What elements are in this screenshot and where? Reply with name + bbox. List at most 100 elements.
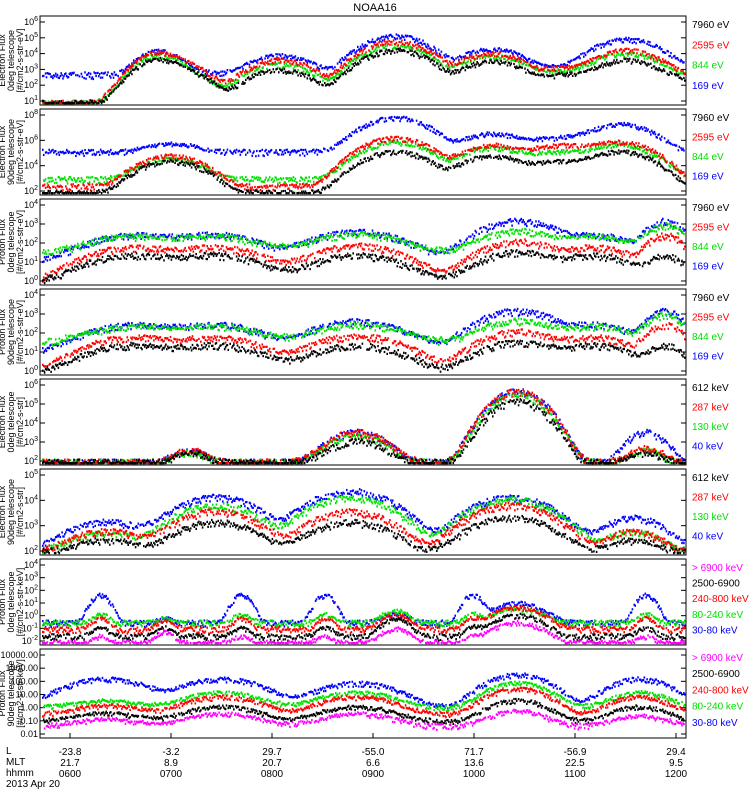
data-point	[42, 74, 45, 77]
data-point	[531, 59, 534, 62]
data-point	[478, 157, 480, 160]
data-point	[109, 88, 111, 91]
data-point	[76, 186, 78, 190]
data-point	[628, 47, 630, 51]
data-point	[57, 76, 60, 79]
data-point	[481, 62, 483, 65]
data-point	[277, 182, 279, 185]
data-point	[369, 155, 372, 158]
data-point	[244, 179, 246, 182]
data-point	[173, 154, 175, 157]
data-point	[217, 84, 219, 87]
data-point	[300, 176, 302, 179]
data-point	[307, 184, 309, 187]
data-point	[166, 156, 168, 160]
data-point	[85, 187, 87, 190]
data-point	[347, 66, 350, 69]
data-point	[448, 160, 450, 163]
data-point	[366, 126, 368, 129]
data-point	[341, 172, 343, 175]
data-point	[323, 147, 325, 150]
data-point	[315, 181, 318, 184]
data-point	[363, 53, 366, 56]
data-point	[396, 51, 399, 54]
data-point	[364, 52, 366, 56]
data-point	[65, 102, 67, 105]
data-point	[607, 51, 610, 54]
data-point	[155, 57, 157, 60]
data-point	[200, 147, 203, 150]
data-point	[594, 153, 597, 156]
data-point	[157, 53, 160, 56]
data-point	[130, 70, 132, 73]
data-point	[678, 179, 681, 183]
data-point	[313, 74, 316, 77]
data-point	[635, 142, 637, 145]
data-point	[329, 77, 332, 80]
data-point	[101, 152, 104, 155]
data-point	[267, 55, 270, 58]
data-point	[665, 141, 668, 144]
data-point	[368, 145, 370, 148]
data-point	[73, 102, 75, 105]
data-point	[296, 59, 298, 62]
data-point	[591, 62, 593, 65]
data-point	[49, 187, 51, 190]
data-point	[331, 76, 333, 80]
data-point	[123, 153, 126, 156]
data-point	[433, 162, 435, 166]
data-point	[466, 136, 468, 139]
data-point	[534, 60, 536, 63]
data-point	[596, 68, 599, 71]
data-point	[662, 58, 664, 61]
data-point	[276, 57, 278, 60]
data-point	[450, 158, 453, 161]
data-point	[651, 45, 654, 48]
data-point	[87, 71, 90, 75]
data-point	[455, 71, 457, 74]
data-point	[301, 71, 303, 74]
data-point	[274, 189, 276, 192]
data-point	[378, 46, 380, 49]
data-point	[331, 170, 333, 174]
data-point	[638, 54, 640, 57]
data-point	[354, 166, 356, 169]
data-point	[196, 65, 198, 68]
data-point	[452, 141, 455, 144]
data-point	[141, 164, 143, 167]
data-point	[321, 83, 323, 86]
data-point	[338, 140, 341, 144]
data-point	[259, 57, 262, 61]
data-point	[669, 166, 671, 169]
data-point	[160, 59, 163, 62]
data-point	[400, 117, 402, 120]
data-point	[234, 86, 237, 89]
data-point	[415, 47, 418, 50]
data-point	[61, 151, 63, 154]
data-point	[583, 146, 585, 149]
data-point	[352, 150, 354, 154]
data-point	[367, 143, 369, 146]
data-point	[194, 66, 197, 69]
data-point	[89, 176, 92, 179]
data-point	[403, 46, 406, 49]
data-point	[298, 191, 300, 194]
data-point	[551, 64, 554, 67]
data-point	[557, 158, 559, 161]
data-point	[666, 140, 669, 143]
data-point	[117, 83, 119, 86]
data-point	[481, 56, 484, 59]
data-point	[51, 149, 53, 152]
data-point	[313, 70, 316, 73]
data-point	[491, 134, 493, 137]
data-point	[266, 152, 268, 155]
data-point	[544, 152, 546, 155]
data-point	[496, 59, 499, 62]
data-point	[422, 39, 424, 42]
data-point	[158, 163, 161, 166]
data-point	[628, 59, 630, 62]
data-point	[219, 74, 221, 77]
data-point	[317, 177, 320, 181]
data-point	[159, 53, 162, 56]
data-point	[127, 70, 129, 73]
